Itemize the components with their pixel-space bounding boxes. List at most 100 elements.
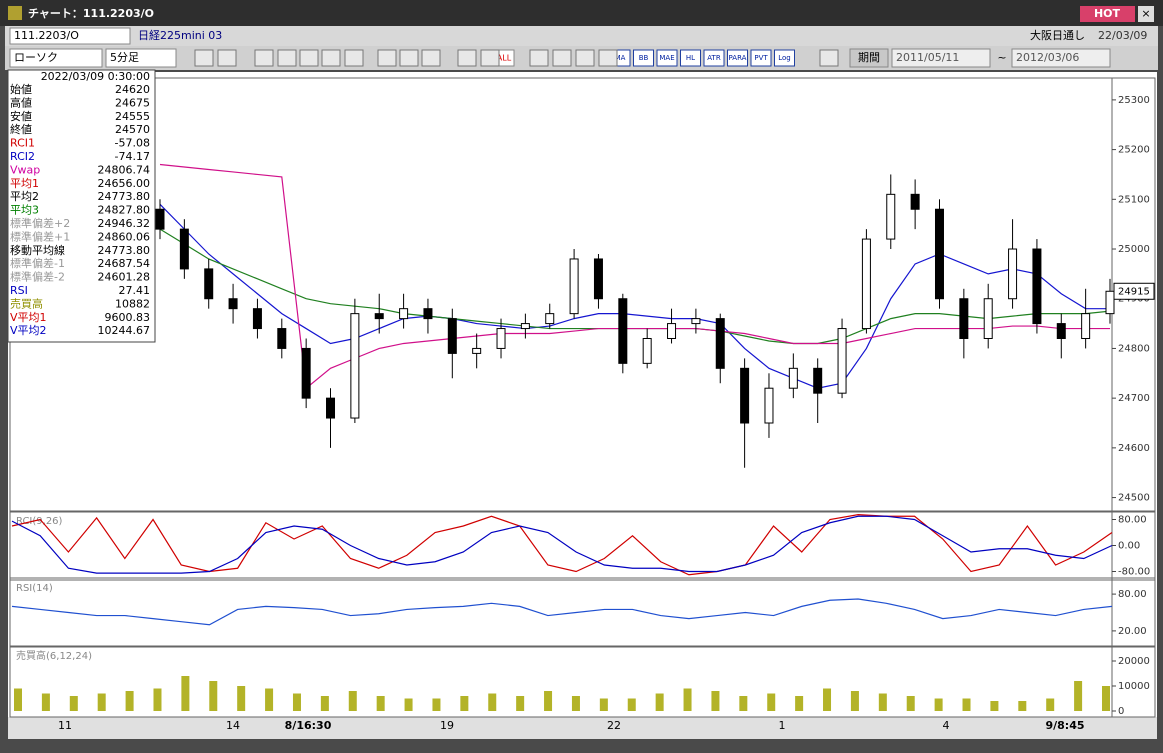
candle-body bbox=[1081, 313, 1091, 339]
info-label: 標準偏差+1 bbox=[10, 229, 70, 243]
tool-button[interactable] bbox=[656, 49, 678, 67]
tool-icon[interactable] bbox=[399, 49, 419, 67]
candle-body bbox=[374, 313, 384, 320]
tool-button[interactable] bbox=[727, 49, 748, 67]
window-title: チャート：111.2203/O bbox=[28, 7, 154, 20]
tool-icon[interactable] bbox=[344, 49, 364, 67]
candle-body bbox=[155, 208, 165, 230]
y-tick-label: 20000 bbox=[1118, 656, 1150, 667]
interval: 5分足 bbox=[110, 51, 139, 64]
volume-bar bbox=[460, 696, 469, 711]
volume-bar bbox=[69, 696, 78, 711]
symbol-bar bbox=[5, 26, 1158, 46]
candle-body bbox=[667, 323, 677, 339]
interval-select[interactable] bbox=[105, 48, 177, 68]
volume-bar bbox=[1074, 681, 1083, 711]
info-value: 24555 bbox=[115, 110, 150, 123]
candle-body bbox=[179, 228, 189, 270]
info-value: 27.41 bbox=[119, 284, 151, 297]
volume-bar bbox=[97, 693, 106, 711]
symbol-input[interactable] bbox=[9, 27, 131, 45]
volume-bar bbox=[1102, 686, 1110, 711]
volume-bar bbox=[990, 701, 999, 711]
tool-icon[interactable] bbox=[575, 49, 595, 67]
info-value: 24687.54 bbox=[98, 257, 151, 270]
volume-bar bbox=[488, 693, 497, 711]
tool-button[interactable] bbox=[774, 49, 795, 67]
x-tick-label: 4 bbox=[943, 719, 950, 732]
volume-bar bbox=[516, 696, 525, 711]
tool-icon[interactable] bbox=[321, 49, 341, 67]
volume-bar bbox=[14, 688, 22, 711]
volume-bar bbox=[1018, 701, 1027, 711]
info-value: 24773.80 bbox=[98, 190, 151, 203]
tool-label: HL bbox=[686, 54, 695, 62]
tool-button[interactable] bbox=[703, 49, 725, 67]
candle-body bbox=[861, 238, 871, 330]
panel-label: RCI(9,26) bbox=[16, 516, 63, 527]
tool-icon[interactable] bbox=[552, 49, 572, 67]
chart-area bbox=[8, 72, 1157, 717]
candle-body bbox=[1008, 248, 1018, 300]
info-label: 標準偏差-2 bbox=[10, 270, 65, 284]
tool-button[interactable] bbox=[680, 49, 701, 67]
candle-body bbox=[934, 208, 944, 300]
info-datetime: 2022/03/09 0:30:00 bbox=[41, 70, 150, 83]
y-tick-label: 10000 bbox=[1118, 681, 1150, 692]
candle-body bbox=[1105, 290, 1115, 315]
candle-body bbox=[204, 268, 214, 300]
tool-icon[interactable] bbox=[299, 49, 319, 67]
period-button[interactable] bbox=[849, 48, 889, 68]
candle-body bbox=[520, 323, 530, 330]
tool-icon[interactable] bbox=[529, 49, 549, 67]
hot-button[interactable] bbox=[1080, 6, 1135, 22]
candle-body bbox=[983, 298, 993, 339]
tool-icon[interactable] bbox=[598, 49, 618, 67]
info-value: 24773.80 bbox=[98, 244, 151, 257]
candle-body bbox=[301, 347, 311, 399]
info-value: 24620 bbox=[115, 83, 150, 96]
style-select[interactable] bbox=[9, 48, 103, 68]
app-icon bbox=[8, 6, 22, 20]
from-input[interactable] bbox=[891, 48, 991, 68]
candle-body bbox=[764, 387, 774, 424]
candle-body bbox=[837, 328, 847, 394]
tool-icon[interactable] bbox=[254, 49, 274, 67]
y-tick-label: 80.00 bbox=[1118, 515, 1147, 526]
volume-bar bbox=[153, 688, 162, 711]
volume-bar bbox=[599, 698, 608, 711]
close-button[interactable] bbox=[1138, 6, 1154, 22]
y-tick-label: 25100 bbox=[1118, 194, 1150, 205]
to-input[interactable] bbox=[1011, 48, 1111, 68]
tool-icon[interactable] bbox=[217, 49, 237, 67]
tool-icon[interactable] bbox=[377, 49, 397, 67]
tool-icon[interactable] bbox=[480, 49, 500, 67]
tool-button[interactable] bbox=[750, 49, 772, 67]
tool-button[interactable] bbox=[633, 49, 654, 67]
panel-label: 売買高(6,12,24) bbox=[16, 649, 92, 662]
candle-body bbox=[252, 308, 262, 330]
volume-bar bbox=[265, 688, 274, 711]
candle-body bbox=[959, 298, 969, 339]
volume-bar bbox=[320, 696, 329, 711]
candle-body bbox=[447, 318, 457, 354]
volume-bar bbox=[404, 698, 413, 711]
tool-icon[interactable] bbox=[277, 49, 297, 67]
volume-bar bbox=[906, 696, 915, 711]
volume-bar bbox=[376, 696, 385, 711]
x-tick-label: 8/16:30 bbox=[285, 719, 332, 732]
y-tick-label: 0.00 bbox=[1118, 541, 1140, 552]
tool-icon[interactable] bbox=[819, 49, 839, 67]
volume-bar bbox=[41, 693, 50, 711]
tool-icon[interactable] bbox=[457, 49, 477, 67]
chart-style: ローソク bbox=[14, 51, 58, 64]
y-tick-label: 24800 bbox=[1118, 343, 1150, 354]
panel-border bbox=[9, 510, 1156, 581]
candle-body bbox=[350, 313, 360, 419]
tool-label: PVT bbox=[754, 54, 768, 62]
tool-icon[interactable] bbox=[421, 49, 441, 67]
tool-icon[interactable] bbox=[194, 49, 214, 67]
volume-bar bbox=[739, 696, 748, 711]
all-label: ALL bbox=[497, 54, 512, 63]
